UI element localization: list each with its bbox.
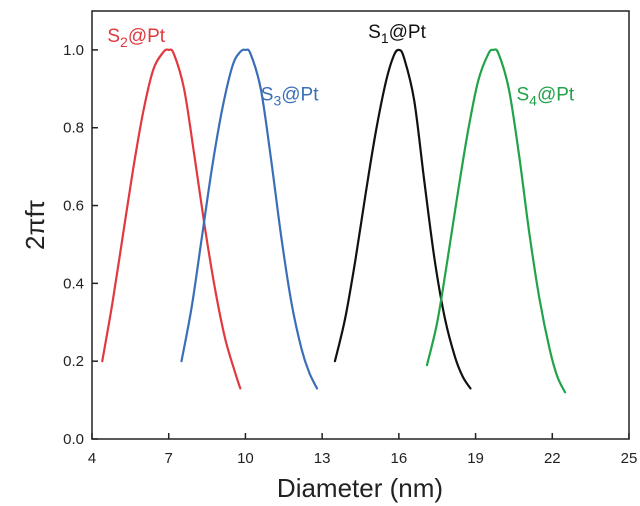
- x-tick-label: 19: [467, 450, 484, 467]
- y-axis-label: 2πfτ: [20, 199, 50, 250]
- series-label-s1-pt: S1@Pt: [368, 22, 426, 46]
- y-tick-label: 0.8: [63, 120, 84, 137]
- series-label-s3-pt: S3@Pt: [261, 84, 319, 108]
- x-tick-label: 4: [88, 450, 96, 467]
- y-tick-label: 0.6: [63, 198, 84, 215]
- x-axis-ticks: 4 7 10 13 16 19 22 25: [88, 433, 638, 467]
- series-line-s2-pt: [101, 48, 242, 390]
- x-tick-label: 22: [544, 450, 561, 467]
- plot-frame: [91, 10, 630, 440]
- y-axis-ticks: 0.0 0.2 0.4 0.6 0.8 1.0: [63, 42, 98, 448]
- series-label-s2-pt: S2@Pt: [107, 26, 165, 50]
- x-tick-label: 10: [237, 450, 254, 467]
- x-tick-label: 16: [391, 450, 408, 467]
- series-line-s4-pt: [425, 48, 567, 394]
- series-line-s3-pt: [180, 48, 319, 390]
- x-tick-label: 13: [314, 450, 331, 467]
- series-label-s4-pt: S4@Pt: [516, 84, 574, 108]
- series-labels: S2@Pt S3@Pt S1@Pt S4@Pt: [107, 22, 575, 108]
- y-tick-label: 1.0: [63, 42, 84, 59]
- x-tick-label: 7: [165, 450, 173, 467]
- y-tick-label: 0.2: [63, 353, 84, 370]
- x-tick-label: 25: [621, 450, 638, 467]
- series-lines: [101, 48, 567, 394]
- y-tick-label: 0.0: [63, 431, 84, 448]
- x-axis-label: Diameter (nm): [277, 473, 443, 503]
- y-tick-label: 0.4: [63, 275, 84, 292]
- series-line-s1-pt: [333, 48, 472, 390]
